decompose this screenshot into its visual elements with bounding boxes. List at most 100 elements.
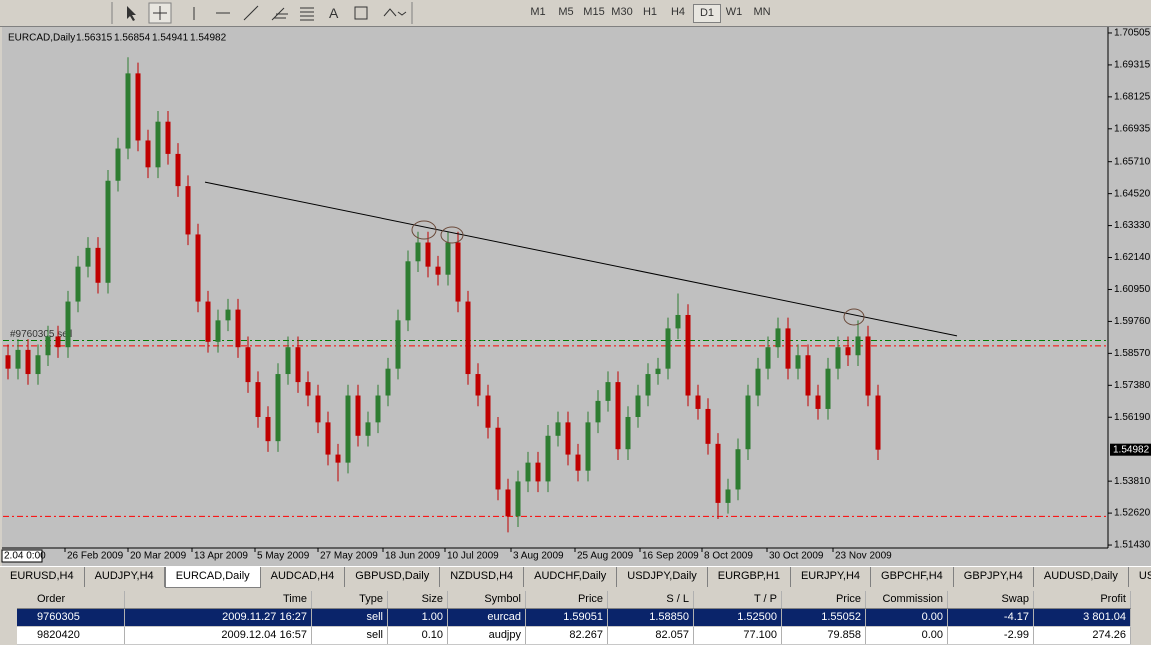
timeframe-button[interactable]: MN — [753, 6, 771, 18]
order-cell: 1.52500 — [694, 609, 782, 626]
ohlc-value: 1.56315 — [76, 33, 113, 44]
candle-body — [385, 368, 391, 396]
candle-body — [785, 328, 791, 369]
candle-body — [825, 368, 831, 409]
order-cell: 1.55052 — [782, 609, 866, 626]
candle-body — [25, 349, 31, 375]
channel-tool[interactable] — [271, 7, 288, 21]
trendline-tool[interactable] — [243, 5, 259, 21]
fibo-tool[interactable] — [300, 7, 314, 21]
timeframe-button[interactable]: H4 — [670, 6, 686, 18]
candle-body — [355, 395, 361, 436]
x-tick-label: 16 Sep 2009 — [642, 551, 699, 562]
timeframe-button[interactable]: W1 — [725, 6, 743, 18]
candle-body — [405, 261, 411, 321]
order-cell: 0.00 — [866, 627, 948, 644]
candle-body — [265, 416, 271, 442]
chart-tab[interactable]: GBPJPY,H4 — [954, 567, 1034, 587]
order-cell: eurcad — [448, 609, 526, 626]
timeframe-button[interactable]: M30 — [611, 6, 633, 18]
order-cell: sell — [312, 609, 388, 626]
candle-body — [495, 427, 501, 490]
y-tick-label: 1.60950 — [1114, 284, 1151, 295]
chart-tab[interactable]: AUDCHF,Daily — [524, 567, 618, 587]
column-header[interactable]: Size — [388, 591, 448, 608]
candle-body — [545, 435, 551, 482]
column-header[interactable]: Profit — [1034, 591, 1131, 608]
chart-tab[interactable]: AUDUSD,Daily — [1034, 567, 1129, 587]
chart-tab[interactable]: EURJPY,H4 — [791, 567, 872, 587]
chart-tab[interactable]: USDJPY,Daily — [617, 567, 708, 587]
order-cell: 0.10 — [388, 627, 448, 644]
candle-body — [465, 301, 471, 375]
column-header[interactable]: Commission — [866, 591, 948, 608]
timeframe-button[interactable]: H1 — [642, 6, 658, 18]
timeframe-button[interactable]: M1 — [530, 6, 546, 18]
chart-tab[interactable]: AUDCAD,H4 — [261, 567, 346, 587]
y-tick-label: 1.62140 — [1114, 252, 1151, 263]
column-header[interactable]: Price — [526, 591, 608, 608]
x-tick-label: 18 Jun 2009 — [385, 551, 440, 562]
y-tick-label: 1.58570 — [1114, 348, 1151, 359]
candle-body — [835, 347, 841, 369]
trendline — [204, 181, 958, 337]
timeframe-button[interactable]: M5 — [558, 6, 574, 18]
annotation-circle — [843, 308, 865, 326]
chart-tab[interactable]: EURCAD,Daily — [164, 567, 261, 588]
x-tick-label: 13 Apr 2009 — [194, 551, 248, 562]
drawing-tools: A — [111, 2, 413, 24]
y-tick-label: 1.59760 — [1114, 316, 1151, 327]
chart-tabs: EURUSD,H4 AUDJPY,H4 EURCAD,Daily AUDCAD,H4 G… — [0, 566, 1151, 588]
chart-tab[interactable]: GBPCHF,H4 — [871, 567, 954, 587]
y-tick-label: 1.64520 — [1114, 188, 1151, 199]
timeframe-button[interactable]: M15 — [583, 6, 605, 18]
ohlc-value: 1.54941 — [152, 33, 189, 44]
column-header[interactable]: T / P — [694, 591, 782, 608]
symbol: EURCAD,Daily — [8, 33, 75, 44]
label-tool[interactable] — [354, 6, 368, 20]
chart-tab[interactable]: AUDJPY,H4 — [85, 567, 165, 587]
cursor-tool[interactable] — [127, 6, 136, 21]
chart-tab[interactable]: EURGBP,H1 — [708, 567, 791, 587]
y-tick-label: 1.51430 — [1114, 540, 1151, 551]
candle-body — [685, 314, 691, 396]
column-header[interactable]: Symbol — [448, 591, 526, 608]
candle-body — [75, 266, 81, 302]
arrows-tool[interactable] — [383, 8, 407, 17]
candle-body — [335, 454, 341, 463]
column-header[interactable]: S / L — [608, 591, 694, 608]
timeframe-button[interactable]: D1 — [693, 4, 721, 23]
chart-tab[interactable]: GBPUSD,Daily — [345, 567, 441, 587]
candle-body — [805, 355, 811, 396]
x-tick-label: 10 Jul 2009 — [447, 551, 499, 562]
order-row[interactable]: 9820420 2009.12.04 16:57 sell 0.10 audjpy 82.… — [17, 627, 1131, 645]
column-header[interactable]: Swap — [948, 591, 1034, 608]
candle-body — [615, 382, 621, 450]
cursor-time-box — [1, 549, 43, 563]
order-cell: 9820420 — [17, 627, 125, 644]
order-cell: 1.59051 — [526, 609, 608, 626]
column-header[interactable]: Type — [312, 591, 388, 608]
chart-tab[interactable]: USDC — [1129, 567, 1151, 587]
candle-body — [65, 301, 71, 348]
candle-body — [725, 489, 731, 503]
candle-body — [455, 242, 461, 302]
crosshair-icon — [153, 6, 167, 20]
order-cell: 82.057 — [608, 627, 694, 644]
chart-tab[interactable]: NZDUSD,H4 — [440, 567, 525, 587]
text-tool[interactable]: A — [329, 5, 339, 21]
order-row[interactable]: 9760305 2009.11.27 16:27 sell 1.00 eurcad 1.5… — [17, 609, 1131, 627]
chart: #9760305 sell EURCAD,Daily 1.56315 1.5685… — [1, 27, 1151, 566]
candle-body — [855, 336, 861, 356]
candle-body — [645, 374, 651, 396]
candle-body — [735, 449, 741, 490]
column-header[interactable]: Order — [17, 591, 125, 608]
x-tick-label: 3 Aug 2009 — [513, 551, 564, 562]
ohlc-value: 1.56854 — [114, 33, 151, 44]
x-tick-label: 30 Oct 2009 — [769, 551, 824, 562]
cursor-time: 2.04 0:00 — [4, 551, 46, 562]
column-header[interactable]: Price — [782, 591, 866, 608]
last-price-box — [1110, 443, 1151, 456]
chart-tab[interactable]: EURUSD,H4 — [0, 567, 85, 587]
column-header[interactable]: Time — [125, 591, 312, 608]
